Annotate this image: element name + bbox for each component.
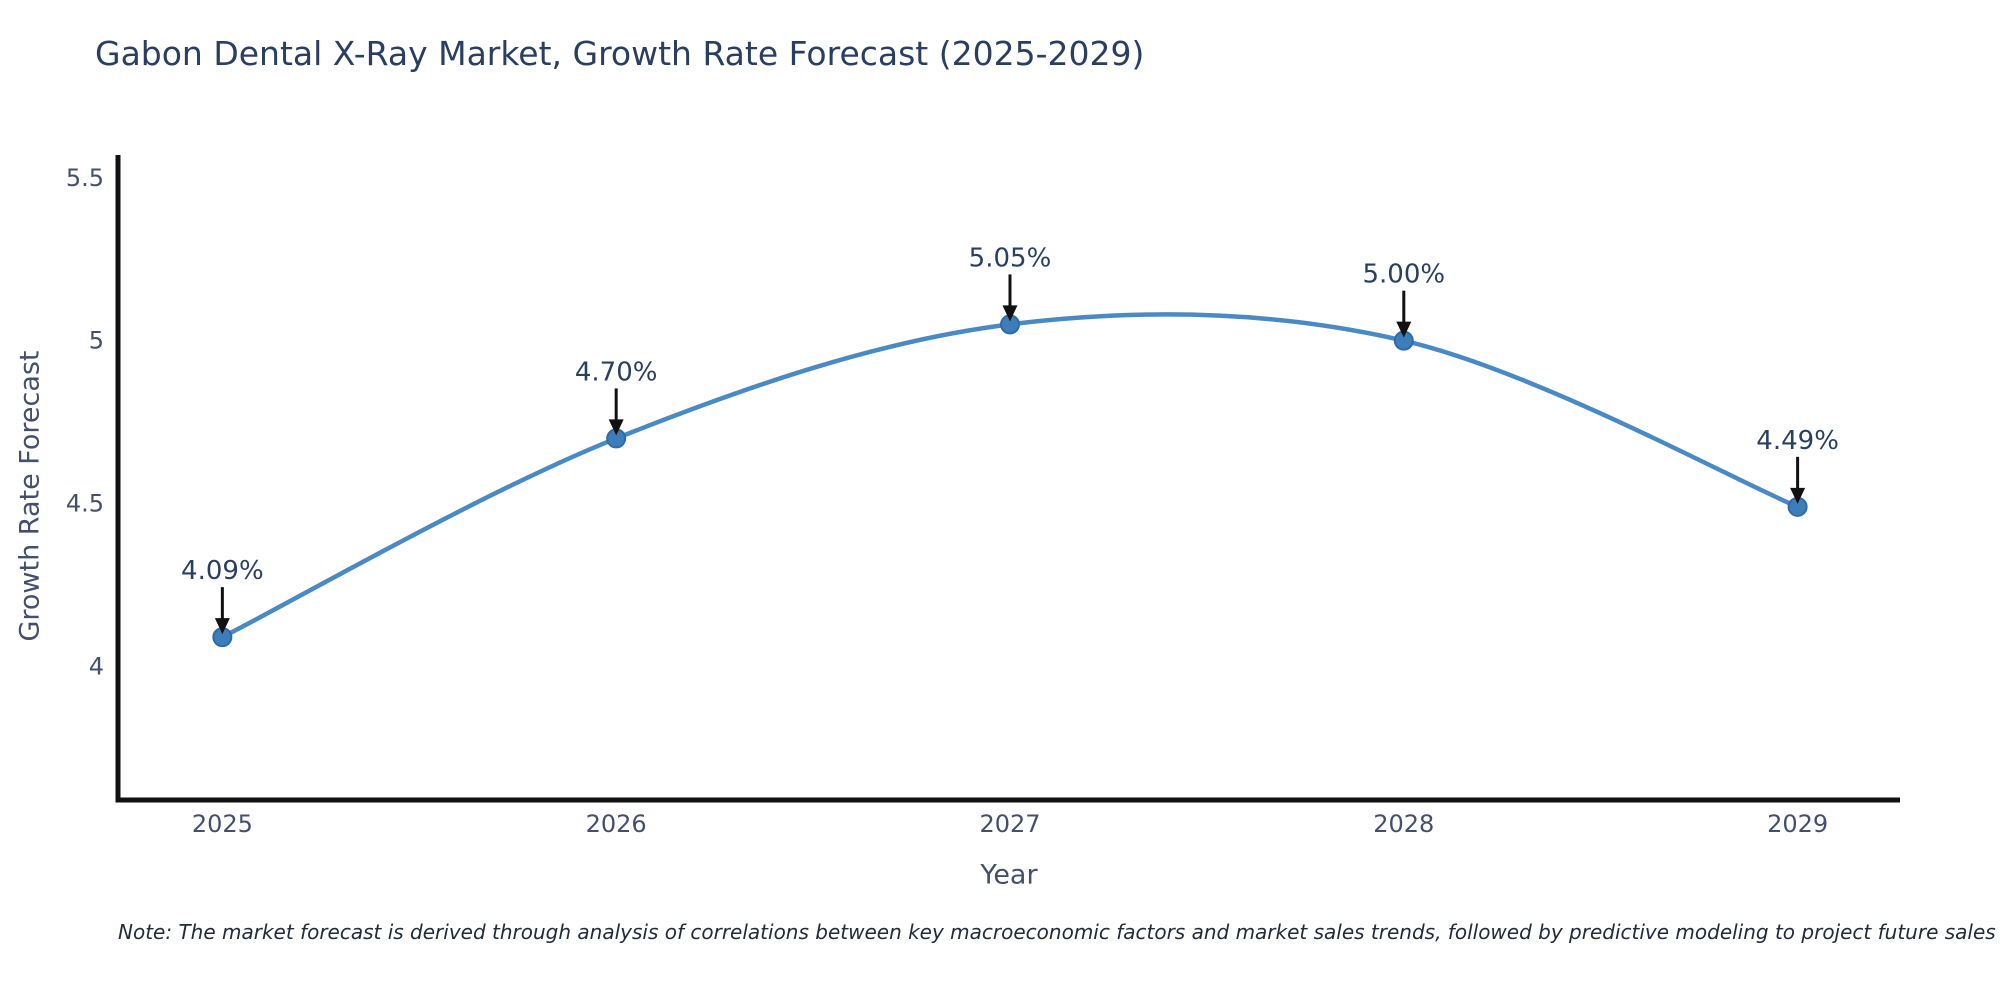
- data-point-label: 4.70%: [575, 357, 658, 387]
- x-tick-label: 2029: [1767, 810, 1828, 838]
- annotation-arrowhead: [608, 419, 624, 436]
- x-tick-label: 2026: [586, 810, 647, 838]
- forecast-line: [220, 312, 1800, 640]
- data-point-label: 4.49%: [1756, 426, 1839, 456]
- annotation-arrowhead: [214, 618, 230, 635]
- footnote: Note: The market forecast is derived thr…: [118, 920, 1996, 944]
- x-tick-label: 2027: [979, 810, 1040, 838]
- y-tick-label: 5: [89, 327, 104, 355]
- data-point-label: 5.05%: [969, 243, 1052, 273]
- annotation-arrowhead: [1002, 305, 1018, 322]
- x-tick-label: 2025: [192, 810, 253, 838]
- y-tick-label: 4: [89, 652, 104, 680]
- y-tick-label: 4.5: [66, 490, 104, 518]
- annotation-arrowhead: [1396, 321, 1412, 338]
- x-axis-title: Year: [980, 859, 1038, 891]
- x-tick-label: 2028: [1373, 810, 1434, 838]
- data-point-label: 5.00%: [1362, 260, 1445, 290]
- chart-title: Gabon Dental X-Ray Market, Growth Rate F…: [95, 34, 1145, 73]
- data-point-label: 4.09%: [181, 556, 264, 586]
- y-tick-label: 5.5: [66, 164, 104, 192]
- annotation-arrowhead: [1790, 487, 1806, 504]
